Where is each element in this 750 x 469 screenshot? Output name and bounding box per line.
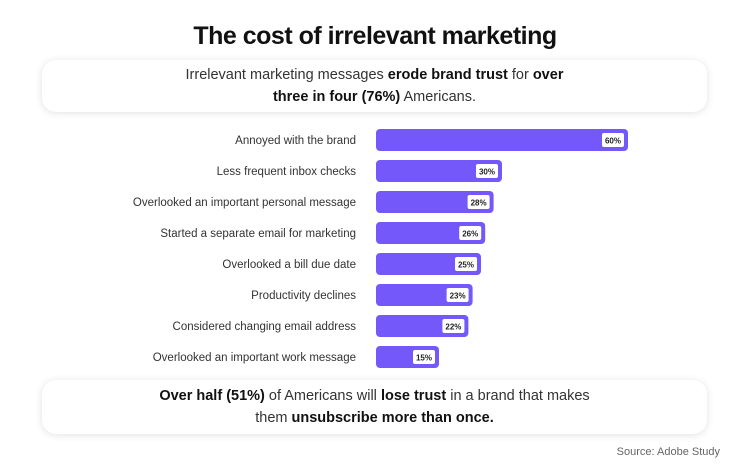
value-label-bg bbox=[446, 288, 469, 302]
callout-text-segment: Irrelevant marketing messages bbox=[185, 67, 388, 83]
category-label: Productivity declines bbox=[251, 290, 356, 302]
category-label: Started a separate email for marketing bbox=[160, 228, 356, 240]
bottom-callout-line2: them unsubscribe more than once. bbox=[42, 407, 707, 429]
top-callout-line2: three in four (76%) Americans. bbox=[42, 86, 707, 108]
callout-text-segment: of Americans will bbox=[264, 388, 381, 404]
bottom-callout-card: Over half (51%) of Americans will lose t… bbox=[42, 380, 707, 434]
callout-text-segment: unsubscribe more than once. bbox=[291, 410, 494, 426]
value-label: 15% bbox=[416, 354, 432, 363]
value-label-bg bbox=[459, 226, 482, 240]
value-label-bg bbox=[455, 257, 477, 271]
bar bbox=[376, 160, 502, 182]
bar bbox=[376, 129, 628, 151]
value-label: 23% bbox=[450, 292, 466, 301]
callout-text-segment: Over half (51%) bbox=[159, 388, 265, 404]
value-label-bg bbox=[476, 164, 498, 178]
source-note: Source: Adobe Study bbox=[616, 446, 720, 458]
category-label: Overlooked an important work message bbox=[153, 352, 356, 364]
bar-chart: Annoyed with the brand 60% Less frequent i… bbox=[133, 129, 628, 368]
callout-text-segment: erode brand trust bbox=[387, 67, 508, 83]
value-label-bg bbox=[467, 195, 490, 209]
category-label: Annoyed with the brand bbox=[235, 135, 356, 147]
value-label-bg bbox=[602, 133, 624, 147]
chart-title: The cost of irrelevant marketing bbox=[193, 22, 557, 50]
value-label: 22% bbox=[445, 323, 461, 332]
callout-text-segment: lose trust bbox=[380, 388, 447, 404]
category-label: Considered changing email address bbox=[173, 321, 357, 333]
callout-text-segment: over bbox=[532, 67, 564, 83]
category-label: Less frequent inbox checks bbox=[217, 166, 357, 178]
value-label: 26% bbox=[462, 230, 478, 239]
value-label: 25% bbox=[458, 261, 474, 270]
callout-text-segment: Americans. bbox=[400, 89, 477, 105]
callout-text-segment: them bbox=[255, 410, 292, 426]
value-label: 28% bbox=[471, 199, 487, 208]
value-label-bg bbox=[442, 319, 465, 333]
bottom-callout-line1: Over half (51%) of Americans will lose t… bbox=[42, 385, 707, 407]
value-label: 30% bbox=[479, 168, 495, 177]
callout-text-segment: in a brand that makes bbox=[446, 388, 590, 404]
top-callout-line1: Irrelevant marketing messages erode bran… bbox=[42, 64, 707, 86]
value-label-bg bbox=[413, 350, 435, 364]
bar bbox=[376, 222, 486, 244]
value-label: 60% bbox=[605, 137, 621, 146]
bar bbox=[376, 191, 494, 213]
callout-text-segment: for bbox=[507, 67, 533, 83]
category-label: Overlooked an important personal message bbox=[133, 197, 356, 209]
callout-text-segment: three in four (76%) bbox=[272, 89, 401, 105]
category-label: Overlooked a bill due date bbox=[222, 259, 356, 271]
top-callout-card: Irrelevant marketing messages erode bran… bbox=[42, 60, 707, 112]
bar bbox=[376, 253, 481, 275]
